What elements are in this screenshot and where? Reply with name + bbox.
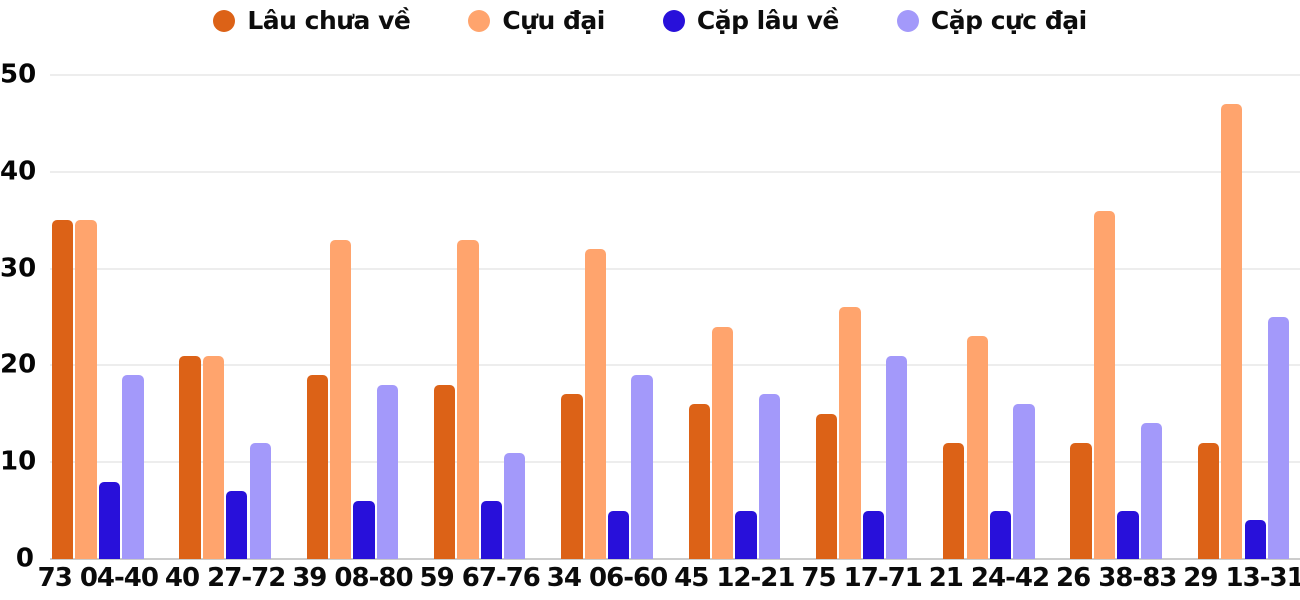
bar: [433, 384, 456, 559]
bar: [179, 355, 201, 559]
bar: [584, 249, 606, 559]
x-tick-label: 59 67-76: [419, 563, 540, 593]
bar: [330, 239, 352, 559]
x-tick-label: 39 08-80: [292, 563, 413, 593]
y-tick-label: 50: [0, 59, 37, 90]
legend-label: Cặp lâu về: [696, 6, 840, 35]
bar: [249, 442, 271, 559]
gridline: [50, 267, 1300, 270]
y-tick-label: 10: [0, 446, 37, 477]
bar: [1244, 520, 1266, 559]
legend-item[interactable]: Cặp cực đại: [896, 6, 1087, 35]
x-tick-label: 45 12-21: [674, 563, 795, 593]
bar: [226, 491, 248, 559]
bar: [1070, 442, 1092, 559]
bar: [306, 375, 328, 559]
bar: [504, 452, 526, 559]
bar: [631, 375, 653, 559]
y-tick-label: 40: [0, 156, 37, 187]
bar: [1267, 317, 1290, 559]
legend-swatch-icon: [896, 9, 919, 32]
chart-legend: Lâu chưa về Cựu đại Cặp lâu về Cặp cực đại: [0, 6, 1300, 35]
bar: [862, 510, 884, 559]
bar: [1221, 104, 1243, 559]
bar: [943, 442, 965, 559]
bar: [202, 355, 225, 559]
bar: [688, 404, 710, 559]
x-tick-label: 75 17-71: [801, 563, 922, 593]
legend-swatch-icon: [213, 9, 236, 32]
bar: [1197, 442, 1220, 559]
bar: [480, 500, 503, 559]
gridline: [50, 461, 1300, 464]
gridline: [50, 364, 1300, 367]
x-tick-label: 29 13-31: [1183, 563, 1300, 593]
y-tick-label: 30: [0, 253, 37, 284]
bar: [1013, 404, 1035, 559]
bar: [122, 375, 144, 559]
x-tick-label: 40 27-72: [164, 563, 286, 593]
bar: [457, 239, 479, 559]
bar: [52, 220, 74, 559]
y-tick-label: 0: [15, 543, 34, 574]
legend-swatch-icon: [662, 9, 685, 32]
legend-item[interactable]: Cặp lâu về: [662, 6, 840, 35]
bar: [75, 220, 97, 559]
gridline: [50, 74, 1300, 76]
bar: [608, 510, 630, 559]
legend-label: Cặp cực đại: [930, 6, 1087, 35]
legend-item[interactable]: Lâu chưa về: [213, 6, 411, 35]
x-tick-label: 21 24-42: [928, 563, 1050, 593]
bar: [1140, 423, 1162, 559]
x-tick-label: 73 04-40: [37, 563, 159, 593]
legend-item[interactable]: Cựu đại: [468, 6, 605, 35]
gridline: [50, 170, 1300, 173]
bar: [989, 510, 1012, 559]
bar: [353, 500, 375, 559]
y-tick-label: 20: [0, 349, 37, 380]
bar: [966, 336, 988, 559]
bar: [735, 510, 757, 559]
bar: [376, 384, 399, 559]
x-tick-label: 26 38-83: [1055, 563, 1177, 593]
x-axis-line: [50, 558, 1300, 560]
bar: [839, 307, 861, 559]
legend-swatch-icon: [468, 9, 491, 32]
bar: [1093, 210, 1116, 559]
x-tick-label: 34 06-60: [546, 563, 668, 593]
legend-label: Cựu đại: [502, 6, 605, 35]
bar: [815, 413, 838, 559]
bar: [561, 394, 583, 559]
bar: [758, 394, 781, 559]
legend-label: Lâu chưa về: [247, 6, 411, 35]
bar: [711, 326, 734, 559]
bar: [98, 481, 121, 559]
bar: [1117, 510, 1139, 559]
bar: [886, 355, 908, 559]
